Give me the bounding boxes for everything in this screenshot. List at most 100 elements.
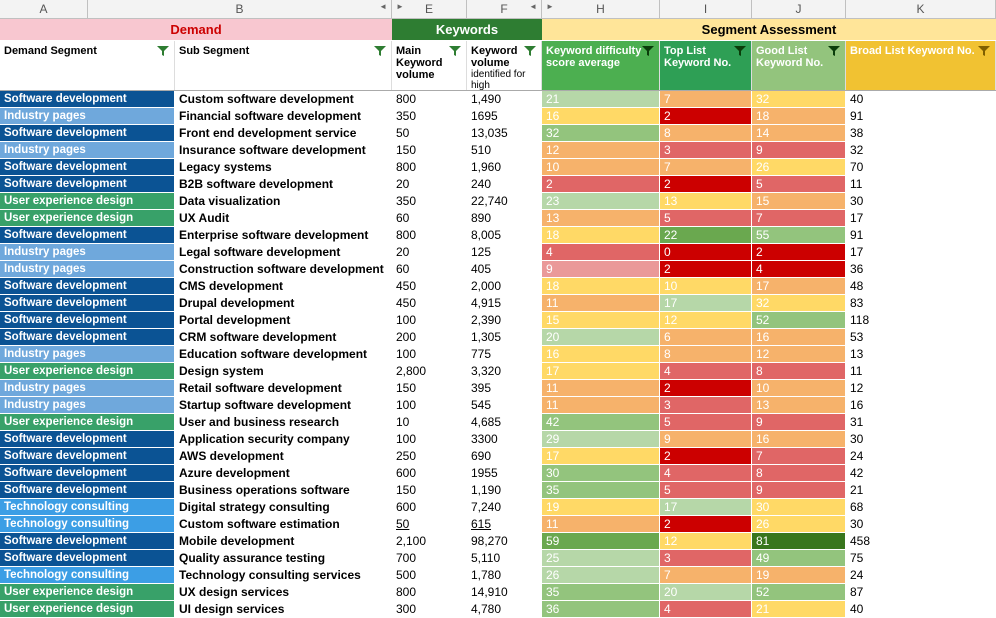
cell-segment[interactable]: Industry pages [0, 346, 175, 362]
table-row[interactable]: Industry pagesEducation software develop… [0, 346, 996, 363]
cell-kw-vol[interactable]: 405 [467, 261, 542, 277]
table-row[interactable]: Software developmentCMS development4502,… [0, 278, 996, 295]
cell-top-list[interactable]: 9 [660, 431, 752, 447]
cell-good-list[interactable]: 16 [752, 431, 846, 447]
cell-segment[interactable]: Software development [0, 431, 175, 447]
col-letter-K[interactable]: K [846, 0, 996, 18]
cell-broad-list[interactable]: 40 [846, 601, 996, 617]
cell-good-list[interactable]: 26 [752, 516, 846, 532]
cell-top-list[interactable]: 13 [660, 193, 752, 209]
cell-good-list[interactable]: 49 [752, 550, 846, 566]
cell-diff-score[interactable]: 16 [542, 346, 660, 362]
table-row[interactable]: Software developmentAWS development25069… [0, 448, 996, 465]
cell-top-list[interactable]: 2 [660, 261, 752, 277]
cell-broad-list[interactable]: 118 [846, 312, 996, 328]
cell-main-kw-vol[interactable]: 50 [392, 516, 467, 532]
filter-icon[interactable] [733, 45, 747, 57]
cell-top-list[interactable]: 3 [660, 397, 752, 413]
cell-kw-vol[interactable]: 14,910 [467, 584, 542, 600]
cell-broad-list[interactable]: 68 [846, 499, 996, 515]
table-row[interactable]: Software developmentApplication security… [0, 431, 996, 448]
cell-top-list[interactable]: 3 [660, 142, 752, 158]
cell-good-list[interactable]: 4 [752, 261, 846, 277]
cell-diff-score[interactable]: 35 [542, 584, 660, 600]
cell-kw-vol[interactable]: 615 [467, 516, 542, 532]
cell-good-list[interactable]: 12 [752, 346, 846, 362]
cell-diff-score[interactable]: 23 [542, 193, 660, 209]
cell-top-list[interactable]: 17 [660, 295, 752, 311]
cell-good-list[interactable]: 9 [752, 482, 846, 498]
cell-diff-score[interactable]: 35 [542, 482, 660, 498]
cell-broad-list[interactable]: 91 [846, 108, 996, 124]
cell-good-list[interactable]: 26 [752, 159, 846, 175]
cell-kw-vol[interactable]: 3300 [467, 431, 542, 447]
cell-sub-segment[interactable]: Startup software development [175, 397, 392, 413]
cell-good-list[interactable]: 2 [752, 244, 846, 260]
cell-top-list[interactable]: 17 [660, 499, 752, 515]
cell-sub-segment[interactable]: Construction software development [175, 261, 392, 277]
col-letter-H[interactable]: H► [542, 0, 660, 18]
cell-kw-vol[interactable]: 1,305 [467, 329, 542, 345]
cell-good-list[interactable]: 21 [752, 601, 846, 617]
cell-good-list[interactable]: 7 [752, 448, 846, 464]
cell-segment[interactable]: Software development [0, 159, 175, 175]
cell-diff-score[interactable]: 11 [542, 516, 660, 532]
cell-segment[interactable]: Software development [0, 176, 175, 192]
cell-kw-vol[interactable]: 4,780 [467, 601, 542, 617]
cell-kw-vol[interactable]: 1,190 [467, 482, 542, 498]
cell-diff-score[interactable]: 13 [542, 210, 660, 226]
cell-segment[interactable]: Software development [0, 125, 175, 141]
cell-good-list[interactable]: 81 [752, 533, 846, 549]
filter-icon[interactable] [641, 45, 655, 57]
cell-top-list[interactable]: 2 [660, 108, 752, 124]
cell-main-kw-vol[interactable]: 450 [392, 278, 467, 294]
cell-sub-segment[interactable]: Drupal development [175, 295, 392, 311]
cell-kw-vol[interactable]: 2,390 [467, 312, 542, 328]
cell-good-list[interactable]: 32 [752, 295, 846, 311]
cell-top-list[interactable]: 5 [660, 482, 752, 498]
cell-top-list[interactable]: 7 [660, 159, 752, 175]
cell-broad-list[interactable]: 75 [846, 550, 996, 566]
cell-sub-segment[interactable]: CRM software development [175, 329, 392, 345]
table-row[interactable]: User experience designDesign system2,800… [0, 363, 996, 380]
cell-main-kw-vol[interactable]: 200 [392, 329, 467, 345]
cell-main-kw-vol[interactable]: 100 [392, 397, 467, 413]
cell-broad-list[interactable]: 30 [846, 193, 996, 209]
cell-good-list[interactable]: 10 [752, 380, 846, 396]
hdr-good-list[interactable]: Good List Keyword No. [752, 41, 846, 90]
cell-broad-list[interactable]: 30 [846, 431, 996, 447]
cell-segment[interactable]: Software development [0, 329, 175, 345]
cell-main-kw-vol[interactable]: 500 [392, 567, 467, 583]
table-row[interactable]: Technology consultingTechnology consulti… [0, 567, 996, 584]
cell-segment[interactable]: User experience design [0, 601, 175, 617]
cell-main-kw-vol[interactable]: 100 [392, 312, 467, 328]
cell-diff-score[interactable]: 11 [542, 397, 660, 413]
cell-broad-list[interactable]: 17 [846, 210, 996, 226]
cell-sub-segment[interactable]: Legacy systems [175, 159, 392, 175]
cell-diff-score[interactable]: 15 [542, 312, 660, 328]
cell-top-list[interactable]: 2 [660, 516, 752, 532]
cell-broad-list[interactable]: 32 [846, 142, 996, 158]
cell-segment[interactable]: User experience design [0, 584, 175, 600]
cell-diff-score[interactable]: 10 [542, 159, 660, 175]
cell-broad-list[interactable]: 17 [846, 244, 996, 260]
cell-diff-score[interactable]: 16 [542, 108, 660, 124]
cell-main-kw-vol[interactable]: 250 [392, 448, 467, 464]
table-row[interactable]: Software developmentBusiness operations … [0, 482, 996, 499]
cell-sub-segment[interactable]: Quality assurance testing [175, 550, 392, 566]
hdr-top-list[interactable]: Top List Keyword No. [660, 41, 752, 90]
cell-good-list[interactable]: 15 [752, 193, 846, 209]
table-row[interactable]: Software developmentPortal development10… [0, 312, 996, 329]
cell-segment[interactable]: Software development [0, 91, 175, 107]
cell-main-kw-vol[interactable]: 150 [392, 142, 467, 158]
cell-main-kw-vol[interactable]: 700 [392, 550, 467, 566]
table-row[interactable]: Software developmentCustom software deve… [0, 91, 996, 108]
cell-kw-vol[interactable]: 510 [467, 142, 542, 158]
cell-top-list[interactable]: 12 [660, 312, 752, 328]
cell-kw-vol[interactable]: 240 [467, 176, 542, 192]
cell-segment[interactable]: Software development [0, 278, 175, 294]
cell-diff-score[interactable]: 29 [542, 431, 660, 447]
cell-segment[interactable]: Software development [0, 448, 175, 464]
cell-segment[interactable]: Industry pages [0, 380, 175, 396]
cell-segment[interactable]: Software development [0, 482, 175, 498]
